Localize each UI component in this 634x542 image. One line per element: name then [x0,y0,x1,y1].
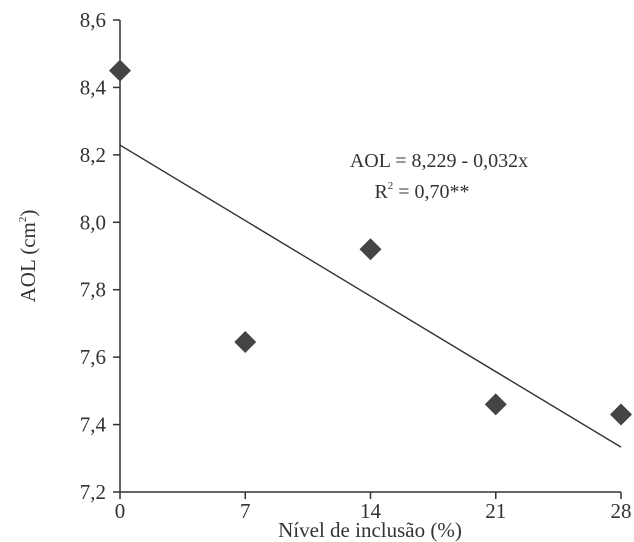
y-tick-label: 8,2 [80,143,106,167]
r-squared-r: R [374,181,388,203]
y-axis-title-end: ) [16,210,40,217]
y-tick-label: 8,4 [80,75,107,99]
x-axis-title: Nível de inclusão (%) [278,518,462,542]
trendline [119,144,622,448]
y-tick-label: 7,8 [80,278,106,302]
y-tick-label: 7,4 [80,413,107,437]
data-point-diamond [109,59,131,82]
x-tick-label: 7 [240,499,251,523]
data-point-diamond [484,393,507,416]
x-ticks: 0 7 14 21 28 [115,492,632,523]
r-squared-sup: 2 [388,180,394,192]
data-point-diamond [234,330,257,353]
data-point-diamond [610,403,632,426]
y-ticks: 7,2 7,4 7,6 7,8 8,0 8,2 8,4 8,6 [80,8,120,504]
y-tick-label: 8,0 [80,210,106,234]
data-point-diamond [359,238,382,261]
x-tick-label: 21 [485,499,506,523]
x-tick-label: 0 [115,499,126,523]
x-tick-label: 14 [360,499,382,523]
y-tick-label: 8,6 [80,8,106,32]
r-squared-label: R2 = 0,70** [374,180,469,203]
y-axis-title: AOL (cm2) [16,210,40,303]
r-squared-value: = 0,70** [393,181,469,203]
data-points [109,59,632,426]
y-axis-title-main: AOL (cm [16,222,40,302]
trendline-group [119,144,622,448]
y-tick-label: 7,2 [80,480,106,504]
y-axis-title-sup: 2 [17,217,29,223]
regression-equation: AOL = 8,229 - 0,032x [350,150,528,172]
x-tick-label: 28 [611,499,632,523]
y-tick-label: 7,6 [80,345,106,369]
